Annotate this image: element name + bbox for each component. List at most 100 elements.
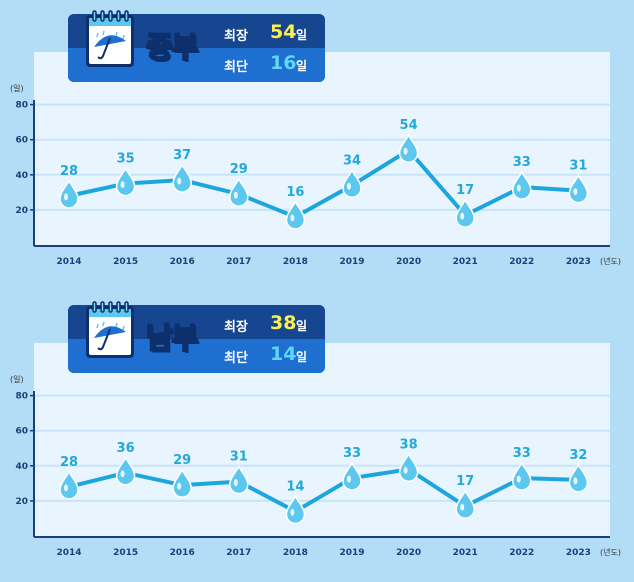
drop-highlight <box>460 503 465 511</box>
data-point <box>342 168 362 199</box>
max-value: 38 <box>270 312 297 334</box>
y-tick-label: 60 <box>15 136 28 146</box>
data-label: 36 <box>117 441 135 456</box>
region-name: 남부 <box>145 320 199 356</box>
y-axis-unit: (일) <box>10 375 24 384</box>
min-label: 최단 <box>224 60 248 75</box>
data-label: 17 <box>456 474 474 489</box>
region-name: 중부 <box>145 29 199 65</box>
data-label: 34 <box>343 153 361 168</box>
drop-highlight <box>573 477 578 485</box>
southern-region-chart: 20 40 60 80 2014 2015 2016 2017 2018 2019 2020 2021… <box>15 391 610 558</box>
series-line <box>68 148 579 219</box>
x-tick-label: 2023 <box>566 257 591 267</box>
water-drop-icon <box>568 174 589 204</box>
drop-highlight <box>64 484 68 492</box>
y-tick-label: 20 <box>15 206 28 216</box>
data-label: 33 <box>513 446 531 461</box>
x-tick-label: 2019 <box>339 257 364 267</box>
y-tick-label: 60 <box>15 427 28 437</box>
central-region-panel: 20 40 60 80 2014 2015 2016 2017 2018 2019 2020 2021… <box>0 0 634 290</box>
x-tick-label: 2019 <box>339 548 364 558</box>
water-drop-icon <box>342 461 362 491</box>
max-label: 최장 <box>224 29 248 44</box>
drop-highlight <box>120 470 125 478</box>
x-tick-label: 2014 <box>56 257 81 267</box>
y-tick-label: 40 <box>15 171 28 181</box>
data-point <box>398 133 419 163</box>
y-axis-unit: (일) <box>10 84 24 93</box>
x-axis-unit: (년도) <box>600 257 621 266</box>
data-point <box>398 452 419 483</box>
y-tick-label: 20 <box>15 497 28 507</box>
drop-highlight <box>347 475 351 483</box>
x-tick-label: 2018 <box>283 257 308 267</box>
data-label: 38 <box>400 437 418 452</box>
data-point <box>455 198 475 228</box>
water-drop-icon <box>455 198 475 228</box>
data-label: 17 <box>456 183 474 198</box>
drop-highlight <box>403 466 408 474</box>
series-line <box>68 467 579 514</box>
drop-highlight <box>233 191 238 199</box>
water-drop-icon <box>59 470 79 500</box>
data-label: 35 <box>117 152 135 167</box>
drop-highlight <box>120 181 125 189</box>
min-unit: 일 <box>296 350 308 364</box>
water-drop-icon <box>229 465 249 495</box>
drop-highlight <box>64 193 68 201</box>
drop-highlight <box>516 475 521 483</box>
data-point <box>115 456 136 486</box>
x-tick-label: 2016 <box>170 548 195 558</box>
x-tick-label: 2016 <box>170 257 195 267</box>
drop-highlight <box>290 508 295 516</box>
drop-highlight <box>177 177 182 185</box>
data-point <box>229 177 249 207</box>
min-label: 최단 <box>224 351 248 366</box>
data-point <box>285 200 306 230</box>
data-label: 54 <box>400 118 418 133</box>
x-tick-label: 2018 <box>283 548 308 558</box>
data-point <box>172 163 192 193</box>
max-unit: 일 <box>296 319 308 333</box>
water-drop-icon <box>512 170 532 200</box>
water-drop-icon <box>285 200 306 230</box>
water-drop-icon <box>115 456 136 486</box>
data-label: 31 <box>230 450 248 465</box>
water-drop-icon <box>342 168 362 199</box>
water-drop-icon <box>398 452 419 483</box>
data-label: 31 <box>569 159 587 174</box>
drop-highlight <box>347 182 351 190</box>
data-label: 14 <box>286 479 304 494</box>
data-point <box>285 494 306 525</box>
x-tick-label: 2014 <box>56 548 81 558</box>
x-tick-label: 2015 <box>113 548 138 558</box>
data-label: 37 <box>173 148 191 163</box>
data-point <box>568 174 589 204</box>
x-tick-label: 2021 <box>453 257 478 267</box>
water-drop-icon <box>568 463 589 493</box>
drop-highlight <box>573 188 578 196</box>
x-tick-label: 2023 <box>566 548 591 558</box>
data-point <box>512 170 532 200</box>
x-tick-label: 2015 <box>113 257 138 267</box>
drop-highlight <box>403 147 408 155</box>
central-region-chart: 20 40 60 80 2014 2015 2016 2017 2018 2019 2020 2021… <box>15 100 610 267</box>
data-point <box>455 489 475 519</box>
data-point <box>229 465 249 495</box>
plot-area <box>34 343 610 537</box>
drop-highlight <box>516 184 521 192</box>
data-point <box>568 463 589 493</box>
water-drop-icon <box>455 489 475 519</box>
x-tick-label: 2022 <box>509 257 534 267</box>
water-drop-icon <box>229 177 249 207</box>
data-point <box>59 470 79 500</box>
y-tick-label: 80 <box>15 101 28 111</box>
data-label: 32 <box>569 448 587 463</box>
water-drop-icon <box>115 167 136 197</box>
drop-highlight <box>177 482 182 490</box>
calendar-umbrella-icon <box>86 10 134 67</box>
data-label: 28 <box>60 455 78 470</box>
x-tick-label: 2022 <box>509 548 534 558</box>
plot-area <box>34 52 610 246</box>
